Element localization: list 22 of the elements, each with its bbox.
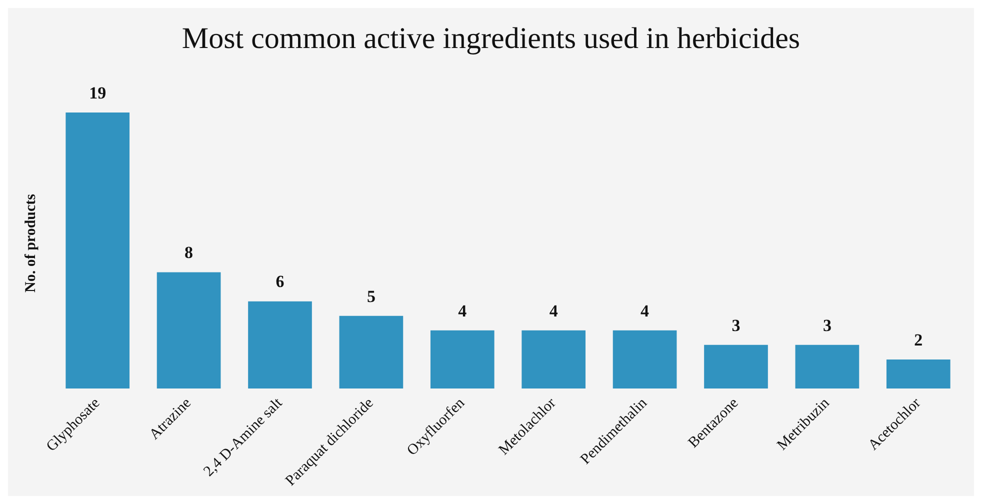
bar xyxy=(430,330,494,389)
data-label: 8 xyxy=(184,243,194,262)
bar xyxy=(66,112,130,389)
bar xyxy=(612,330,677,389)
data-label: 3 xyxy=(732,316,740,335)
bar xyxy=(248,301,312,389)
data-label: 3 xyxy=(822,316,832,335)
data-label: 2 xyxy=(914,330,923,350)
bar xyxy=(339,316,404,389)
chart-title: Most common active ingredients used in herbicides xyxy=(182,22,800,55)
data-label: 5 xyxy=(366,286,376,306)
bar xyxy=(156,272,221,389)
bar xyxy=(704,344,768,389)
data-label: 4 xyxy=(549,301,558,320)
data-label: 19 xyxy=(89,83,106,102)
data-label: 4 xyxy=(458,301,468,320)
bar xyxy=(522,330,586,389)
bar xyxy=(795,344,860,389)
data-label: 6 xyxy=(276,272,284,292)
bar xyxy=(886,359,950,389)
data-label: 4 xyxy=(640,301,650,320)
y-axis-title: No. of products xyxy=(22,194,39,292)
